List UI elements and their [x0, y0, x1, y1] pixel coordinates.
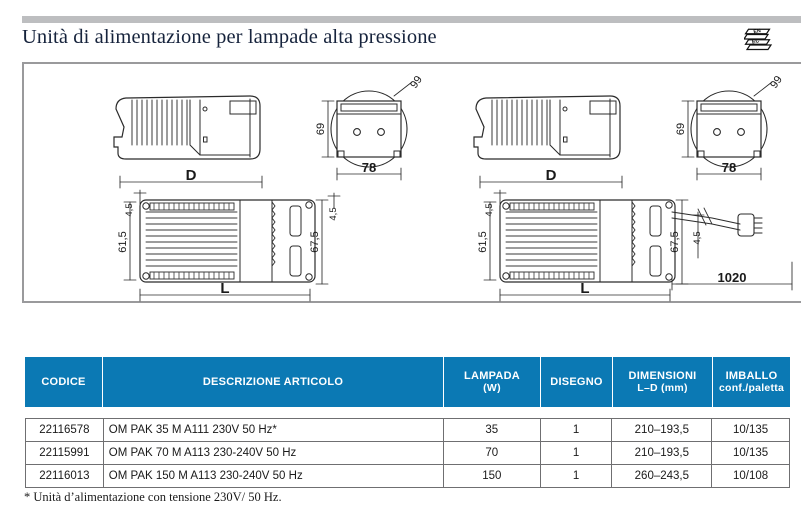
- svg-text:EC: EC: [752, 38, 760, 45]
- title-rule: [22, 16, 801, 23]
- cell-imballo: 10/135: [711, 442, 789, 464]
- header-label-imballo: IMBALLO: [725, 369, 778, 382]
- table-row[interactable]: 22115991 OM PAK 70 M A113 230-240V 50 Hz…: [26, 442, 789, 465]
- product-table-body: 22116578 OM PAK 35 M A111 230V 50 Hz* 35…: [25, 418, 790, 488]
- svg-text:4,5: 4,5: [328, 207, 339, 220]
- svg-text:78: 78: [362, 160, 376, 175]
- cell-imballo: 10/135: [711, 419, 789, 441]
- header-sub-imballo: conf./paletta: [718, 382, 785, 394]
- table-header-disegno: DISEGNO: [540, 357, 612, 407]
- cell-disegno: 1: [539, 442, 612, 464]
- svg-text:78: 78: [722, 160, 736, 175]
- svg-text:EN: EN: [753, 28, 761, 35]
- cell-dimensioni: 210–193,5: [611, 442, 711, 464]
- svg-text:67,5: 67,5: [309, 231, 321, 252]
- svg-text:4,5: 4,5: [692, 231, 703, 244]
- header-sub-lampada: (W): [483, 382, 501, 394]
- header-sub-dimensioni: L–D (mm): [637, 382, 688, 394]
- svg-text:D: D: [186, 167, 197, 184]
- svg-text:D: D: [546, 167, 557, 184]
- enec-icon: EN EC: [744, 28, 773, 51]
- certification-marks: EN EC: [744, 22, 801, 56]
- header-label-lampada: LAMPADA: [464, 369, 520, 382]
- header-label-disegno: DISEGNO: [550, 375, 603, 388]
- cell-dimensioni: 210–193,5: [611, 419, 711, 441]
- table-row[interactable]: 22116013 OM PAK 150 M A113 230-240V 50 H…: [26, 465, 789, 488]
- svg-text:69: 69: [315, 123, 327, 135]
- svg-text:4,5: 4,5: [124, 203, 135, 216]
- table-row[interactable]: 22116578 OM PAK 35 M A111 230V 50 Hz* 35…: [26, 419, 789, 442]
- svg-text:4,5: 4,5: [484, 203, 495, 216]
- table-header-dimensioni: DIMENSIONI L–D (mm): [612, 357, 712, 407]
- svg-text:67,5: 67,5: [669, 231, 681, 252]
- technical-drawings: D 69 78 99: [113, 74, 793, 302]
- svg-text:61,5: 61,5: [117, 231, 129, 252]
- cell-disegno: 1: [539, 419, 612, 441]
- svg-text:99: 99: [768, 74, 785, 91]
- svg-text:1020: 1020: [718, 270, 747, 285]
- cell-descrizione: OM PAK 150 M A113 230-240V 50 Hz: [102, 465, 443, 487]
- table-header-descrizione: DESCRIZIONE ARTICOLO: [102, 357, 443, 407]
- header-label-dimensioni: DIMENSIONI: [628, 369, 697, 382]
- page-title: Unità di alimentazione per lampade alta …: [22, 26, 437, 48]
- cell-disegno: 1: [539, 465, 612, 487]
- svg-text:L: L: [220, 280, 229, 297]
- header-label-descrizione: DESCRIZIONE ARTICOLO: [202, 375, 344, 388]
- table-header-lampada: LAMPADA (W): [443, 357, 540, 407]
- cell-lampada: 35: [442, 419, 540, 441]
- svg-text:99: 99: [408, 74, 425, 91]
- cell-descrizione: OM PAK 35 M A111 230V 50 Hz*: [102, 419, 443, 441]
- table-header-row: CODICE DESCRIZIONE ARTICOLO LAMPADA (W) …: [25, 357, 790, 407]
- table-header-codice: CODICE: [25, 357, 102, 407]
- svg-text:61,5: 61,5: [477, 231, 489, 252]
- cell-codice: 22116013: [39, 470, 90, 482]
- cell-descrizione: OM PAK 70 M A113 230-240V 50 Hz: [102, 442, 443, 464]
- table-footnote: * Unità d’alimentazione con tensione 230…: [24, 490, 282, 504]
- cell-dimensioni: 260–243,5: [611, 465, 711, 487]
- cell-codice: 22116578: [39, 424, 90, 436]
- cell-imballo: 10/108: [711, 465, 789, 487]
- ce-icon: [787, 28, 798, 50]
- cell-codice: 22115991: [39, 447, 90, 459]
- cell-lampada: 150: [442, 465, 540, 487]
- cell-lampada: 70: [442, 442, 540, 464]
- table-header-imballo: IMBALLO conf./paletta: [712, 357, 790, 407]
- svg-text:L: L: [580, 280, 589, 297]
- header-label-codice: CODICE: [41, 375, 86, 388]
- svg-text:69: 69: [675, 123, 687, 135]
